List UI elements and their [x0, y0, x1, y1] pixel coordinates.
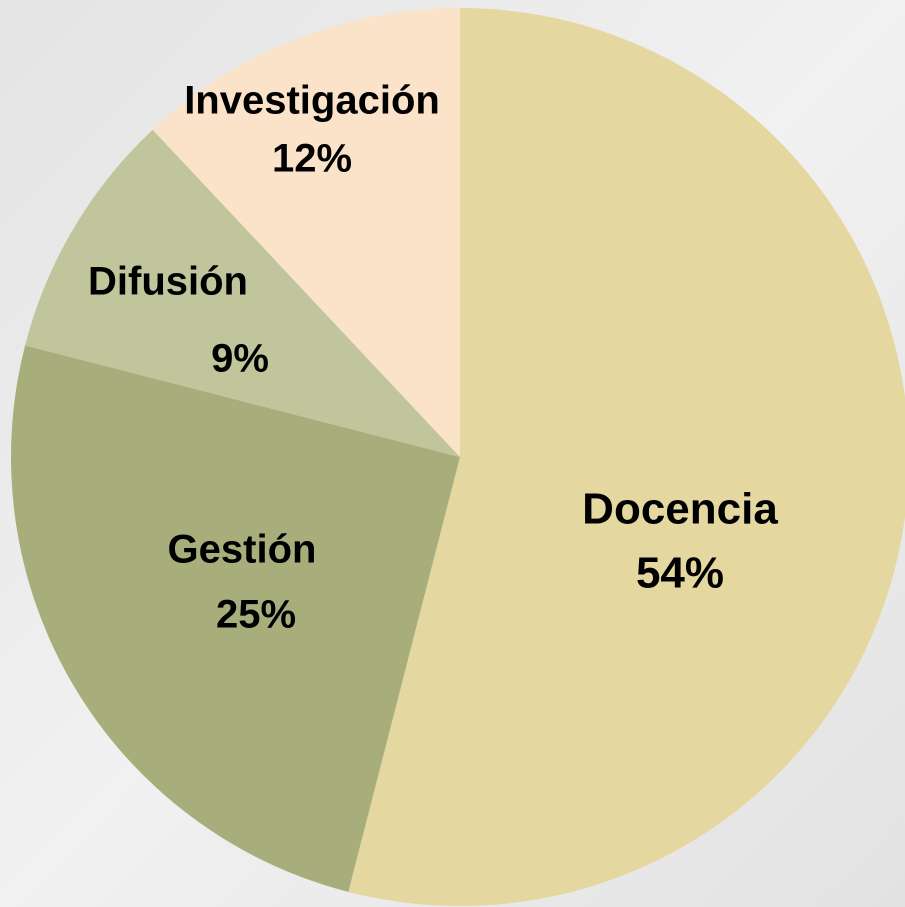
slice-value-label: 25% [216, 593, 296, 637]
pie-slice [152, 8, 460, 457]
pie-slice [348, 8, 905, 906]
pie-slice [25, 129, 460, 457]
slice-label: Difusión [88, 260, 248, 304]
slice-label: Investigación [184, 79, 440, 123]
pie-slice [10, 345, 460, 892]
slice-label: Gestión [168, 528, 317, 572]
slice-value-label: 9% [211, 337, 269, 381]
slice-value-label: 54% [636, 549, 724, 598]
slice-value-label: 12% [272, 137, 352, 181]
slice-label: Docencia [582, 485, 778, 534]
